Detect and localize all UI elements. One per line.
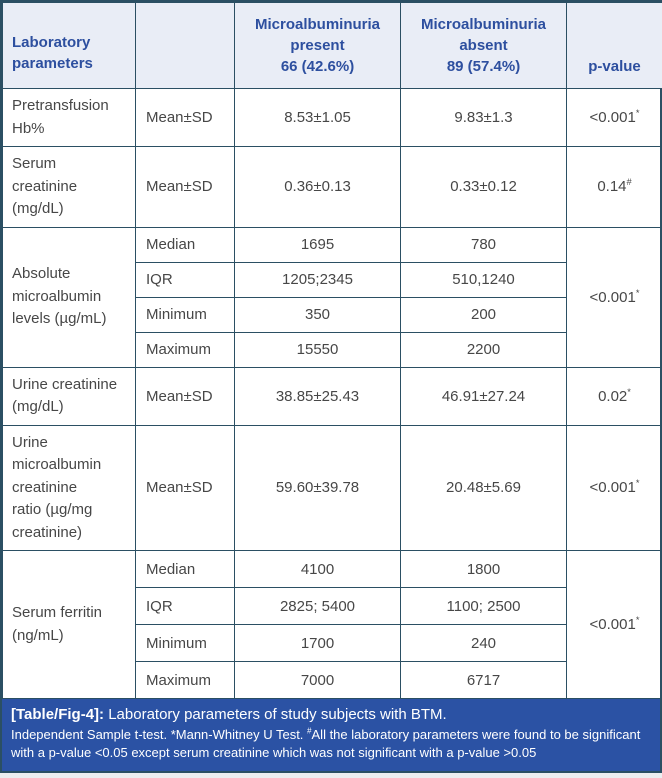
cell-stat: Mean±SD (135, 146, 235, 228)
lab-parameters-table: Laboratory parameters Microalbuminuria p… (2, 2, 662, 699)
p-value-superscript: * (635, 615, 640, 625)
page-bottom-margin (0, 772, 662, 777)
cell-p-value: 0.14# (566, 146, 662, 228)
cell-stat: Maximum (135, 661, 235, 699)
cell-stat: Mean±SD (135, 424, 235, 551)
p-value-text: <0.001 (589, 109, 636, 126)
row-urine-microalbumin-ratio: Urine microalbumin creatinine ratio (µg/… (2, 424, 662, 551)
cell-present: 59.60±39.78 (234, 424, 401, 551)
footnote-text-after: All the laboratory parameters were found… (11, 727, 641, 760)
cell-absent: 240 (400, 624, 567, 662)
cell-stat: Median (135, 226, 235, 263)
cell-present: 4100 (234, 550, 401, 588)
cell-stat: Median (135, 550, 235, 588)
cell-present: 8.53±1.05 (234, 88, 401, 147)
row-serum-ferritin-median: Serum ferritin (ng/mL) Median 4100 1800 … (2, 550, 662, 699)
cell-param: Urine creatinine (mg/dL) (2, 366, 136, 426)
cell-p-value: 0.02* (566, 366, 662, 426)
cell-absent: 9.83±1.3 (400, 88, 567, 147)
footnote: Independent Sample t-test. *Mann-Whitney… (11, 726, 651, 762)
header-microalbuminuria-absent: Microalbuminuria absent 89 (57.4%) (400, 2, 567, 89)
p-value-superscript: * (627, 386, 631, 397)
row-serum-creatinine: Serum creatinine (mg/dL) Mean±SD 0.36±0.… (2, 146, 662, 228)
p-value-text: 0.14 (597, 178, 627, 196)
cell-present: 7000 (234, 661, 401, 699)
cell-absent: 2200 (400, 331, 567, 368)
cell-absent: 780 (400, 226, 567, 263)
row-urine-creatinine: Urine creatinine (mg/dL) Mean±SD 38.85±2… (2, 366, 662, 426)
caption-band: [Table/Fig-4]: Laboratory parameters of … (2, 699, 660, 771)
cell-stat: IQR (135, 587, 235, 625)
cell-param: Absolute microalbumin levels (µg/mL) (2, 226, 136, 368)
p-value-superscript: * (635, 108, 640, 118)
row-serum-ferritin-maximum: Maximum 7000 6717 (3, 661, 662, 699)
caption-label: [Table/Fig-4]: (11, 706, 105, 723)
cell-p-value: <0.001* (566, 424, 662, 551)
cell-absent: 6717 (400, 661, 567, 699)
header-p-value: p-value (566, 2, 662, 89)
cell-param: Urine microalbumin creatinine ratio (µg/… (2, 424, 136, 551)
p-value-text: <0.001 (589, 479, 636, 497)
cell-absent: 200 (400, 296, 567, 333)
cell-present: 1695 (234, 226, 401, 263)
cell-p-value: <0.001* (566, 550, 662, 699)
table-caption: [Table/Fig-4]: Laboratory parameters of … (11, 706, 651, 723)
p-value-superscript: * (635, 287, 640, 298)
cell-present: 1700 (234, 624, 401, 662)
cell-stat: Mean±SD (135, 88, 235, 147)
cell-stat: Minimum (135, 296, 235, 333)
cell-present: 2825; 5400 (234, 587, 401, 625)
cell-p-value: <0.001* (566, 226, 662, 368)
row-serum-ferritin-minimum: Minimum 1700 240 (3, 624, 662, 662)
cell-absent: 0.33±0.12 (400, 146, 567, 228)
cell-param: Pretransfusion Hb% (2, 88, 136, 147)
header-laboratory-parameters: Laboratory parameters (2, 2, 136, 89)
cell-stat: Minimum (135, 624, 235, 662)
cell-param: Serum creatinine (mg/dL) (2, 146, 136, 228)
cell-absent: 1100; 2500 (400, 587, 567, 625)
header-stat-column (135, 2, 235, 89)
p-value-superscript: * (635, 478, 640, 489)
caption-text: Laboratory parameters of study subjects … (104, 706, 447, 723)
cell-stat: Maximum (135, 331, 235, 368)
p-value-text: 0.02 (598, 387, 628, 405)
cell-stat: Mean±SD (135, 366, 235, 426)
row-absolute-microalbumin-iqr: IQR 1205;2345 510,1240 (3, 261, 662, 298)
cell-param: Serum ferritin (ng/mL) (2, 550, 136, 699)
cell-present: 1205;2345 (234, 261, 401, 298)
row-absolute-microalbumin-minimum: Minimum 350 200 (3, 296, 662, 333)
cell-absent: 1800 (400, 550, 567, 588)
p-value-text: <0.001 (589, 288, 636, 306)
header-row: Laboratory parameters Microalbuminuria p… (2, 2, 662, 89)
footnote-text-before: Independent Sample t-test. *Mann-Whitney… (11, 727, 308, 742)
cell-stat: IQR (135, 261, 235, 298)
cell-absent: 510,1240 (400, 261, 567, 298)
row-absolute-microalbumin-maximum: Maximum 15550 2200 (3, 331, 662, 368)
p-value-superscript: # (626, 177, 632, 188)
row-absolute-microalbumin-median: Absolute microalbumin levels (µg/mL) Med… (2, 226, 662, 368)
footnote-superscript: # (307, 726, 312, 736)
cell-present: 38.85±25.43 (234, 366, 401, 426)
row-pretransfusion-hb: Pretransfusion Hb% Mean±SD 8.53±1.05 9.8… (2, 88, 662, 147)
cell-absent: 20.48±5.69 (400, 424, 567, 551)
cell-present: 350 (234, 296, 401, 333)
cell-present: 0.36±0.13 (234, 146, 401, 228)
cell-p-value: <0.001* (566, 88, 662, 147)
row-serum-ferritin-iqr: IQR 2825; 5400 1100; 2500 (3, 587, 662, 625)
cell-present: 15550 (234, 331, 401, 368)
p-value-text: <0.001 (589, 616, 636, 633)
header-microalbuminuria-present: Microalbuminuria present 66 (42.6%) (234, 2, 401, 89)
cell-absent: 46.91±27.24 (400, 366, 567, 426)
